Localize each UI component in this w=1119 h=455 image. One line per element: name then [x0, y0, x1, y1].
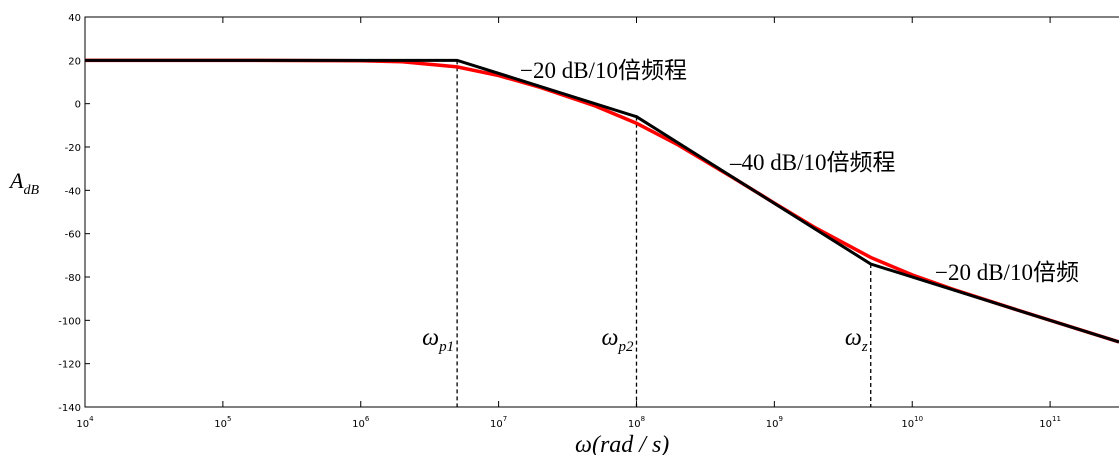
x-axis-label: ω(rad / s) [575, 432, 669, 455]
annotation: −20 dB/10倍频程 [520, 58, 687, 83]
annotation: –40 dB/10倍频程 [729, 150, 895, 175]
y-tick-label: 20 [68, 56, 81, 67]
y-tick-label: -20 [65, 143, 81, 154]
x-tick-label: 1011 [1039, 415, 1061, 430]
x-tick-label: 104 [76, 415, 94, 430]
y-axis-label: AdB [8, 168, 39, 198]
marker-label-sub: p2 [617, 339, 634, 355]
x-tick-base: 10 [766, 419, 779, 430]
annotation: −20 dB/10倍频 [935, 260, 1079, 285]
y-label-main: A [8, 168, 24, 193]
x-tick-label: 105 [214, 415, 231, 430]
x-tick-label: 108 [628, 415, 645, 430]
x-tick-label: 1010 [901, 415, 923, 430]
x-tick-label: 109 [766, 415, 783, 430]
marker-label-sub: z [861, 339, 868, 355]
x-tick-base: 10 [1039, 419, 1052, 430]
y-tick-label: -120 [58, 360, 81, 371]
series-line [85, 58, 1119, 344]
x-tick-label: 106 [352, 415, 370, 430]
x-label-rest: (rad / s) [592, 432, 669, 455]
y-label-sub: dB [23, 183, 39, 198]
marker-label: ωz [845, 325, 868, 355]
x-tick-base: 10 [352, 419, 365, 430]
y-tick-label: -100 [58, 316, 81, 327]
marker-label-main: ω [602, 325, 619, 351]
x-label-main: ω [575, 432, 592, 455]
x-tick-base: 10 [490, 419, 503, 430]
marker-label: ωp2 [602, 325, 634, 355]
x-tick-exponent: 6 [365, 415, 370, 423]
x-tick-exponent: 7 [503, 415, 507, 423]
axis-frame [84, 16, 1119, 408]
y-tick-label: -80 [65, 273, 81, 284]
y-tick-label: -60 [65, 230, 81, 241]
x-tick-exponent: 8 [641, 415, 645, 423]
x-tick-base: 10 [76, 419, 89, 430]
x-tick-exponent: 4 [89, 415, 94, 423]
x-tick-base: 10 [901, 419, 914, 430]
marker-label: ωp1 [422, 325, 454, 355]
x-tick-base: 10 [214, 419, 227, 430]
x-tick-base: 10 [628, 419, 641, 430]
x-tick-exponent: 5 [227, 415, 231, 423]
x-tick-exponent: 9 [778, 415, 782, 423]
x-tick-exponent: 10 [914, 415, 923, 423]
marker-label-sub: p1 [438, 339, 454, 355]
marker-label-main: ω [422, 325, 439, 351]
x-tick-exponent: 11 [1052, 415, 1061, 423]
y-tick-label: 0 [75, 100, 81, 111]
marker-label-main: ω [845, 325, 862, 351]
y-tick-label: 40 [68, 13, 81, 24]
x-tick-label: 107 [490, 415, 507, 430]
y-tick-label: -40 [65, 186, 81, 197]
series-line [85, 58, 1119, 344]
y-tick-label: -140 [58, 403, 81, 414]
